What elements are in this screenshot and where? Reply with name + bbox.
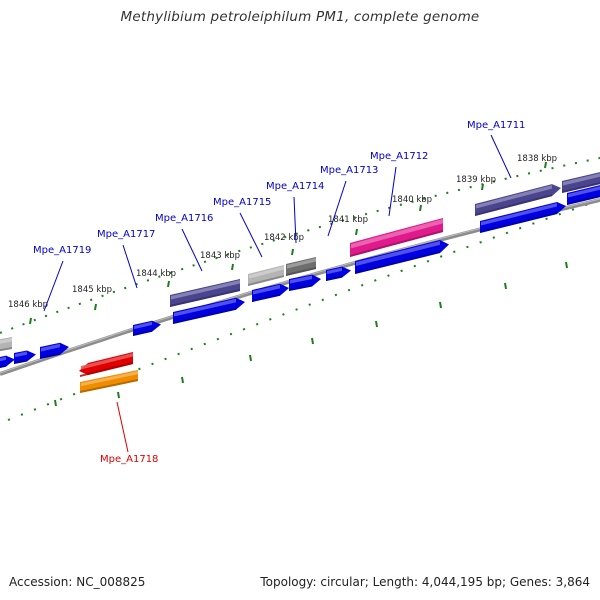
gene-label[interactable]: Mpe_A1717 [97, 229, 155, 240]
feature-annotated-1711[interactable] [475, 184, 561, 216]
leader-line [239, 212, 263, 258]
tick-label: 1840 kbp [392, 195, 432, 205]
feature-1718-selected[interactable] [80, 370, 138, 393]
leader-line [43, 260, 64, 312]
cds-1717[interactable] [133, 320, 161, 336]
tick-label: 1843 kbp [200, 251, 240, 261]
gene-label[interactable]: Mpe_A1714 [266, 181, 324, 192]
leader-line [490, 134, 512, 179]
cds-1715[interactable] [252, 283, 289, 302]
major-tick [544, 161, 547, 169]
inner-major-tick [311, 337, 314, 345]
genome-summary-text: Topology: circular; Length: 4,044,195 bp… [260, 575, 590, 589]
feature-pseudo-1715[interactable] [248, 265, 284, 286]
feature-pseudo-left[interactable] [0, 337, 12, 352]
leader-line [293, 196, 297, 244]
cds-1718-selected[interactable] [79, 352, 133, 377]
gene-label[interactable]: Mpe_A1719 [33, 245, 91, 256]
feature-rna-1712[interactable] [350, 218, 443, 257]
major-tick [167, 280, 170, 288]
major-tick [419, 204, 422, 212]
major-tick [29, 317, 32, 325]
inner-major-tick [504, 282, 507, 290]
cds-1716[interactable] [173, 297, 245, 324]
inner-major-tick [565, 261, 568, 269]
tick-label: 1844 kbp [136, 269, 176, 279]
major-tick [231, 263, 234, 271]
cds-1712[interactable] [355, 239, 449, 274]
tick-label: 1841 kbp [328, 215, 368, 225]
feature-annotated-right[interactable] [562, 171, 600, 193]
cds-1711[interactable] [480, 201, 566, 233]
major-tick [291, 248, 294, 256]
inner-major-tick [249, 354, 252, 362]
tick-label: 1846 kbp [8, 300, 48, 310]
gene-label[interactable]: Mpe_A1713 [320, 165, 378, 176]
gene-label[interactable]: Mpe_A1718 [100, 454, 158, 465]
gene-label[interactable]: Mpe_A1716 [155, 213, 213, 224]
tick-label: 1839 kbp [456, 175, 496, 185]
inner-major-tick [54, 399, 57, 407]
inner-major-tick [439, 301, 442, 309]
tick-label: 1842 kbp [264, 233, 304, 243]
cds-left-2[interactable] [14, 350, 36, 364]
leader-line [181, 228, 203, 272]
gene-label[interactable]: Mpe_A1712 [370, 151, 428, 162]
map-title: Methylibium petroleiphilum PM1, complete… [120, 9, 480, 25]
major-tick [481, 183, 484, 191]
inner-major-tick [181, 376, 184, 384]
feature-pseudo-1714[interactable] [286, 257, 316, 276]
cds-1714[interactable] [289, 274, 321, 291]
leader-line [122, 244, 138, 289]
tick-label: 1838 kbp [517, 154, 557, 164]
major-tick [94, 303, 97, 311]
inner-major-tick [375, 320, 378, 328]
leader-line [116, 401, 129, 453]
cds-1719[interactable] [40, 342, 69, 359]
gene-label[interactable]: Mpe_A1711 [467, 120, 525, 131]
gene-label[interactable]: Mpe_A1715 [213, 197, 271, 208]
cds-right[interactable] [567, 184, 600, 205]
feature-annotated-1716[interactable] [170, 279, 240, 307]
leader-line [388, 166, 397, 217]
tick-label: 1845 kbp [72, 285, 112, 295]
accession-text: Accession: NC_008825 [9, 575, 146, 589]
cds-left-1[interactable] [0, 355, 15, 369]
leader-line [327, 180, 347, 237]
major-tick [355, 228, 358, 236]
cds-1713[interactable] [326, 266, 351, 281]
inner-major-tick [117, 391, 120, 399]
